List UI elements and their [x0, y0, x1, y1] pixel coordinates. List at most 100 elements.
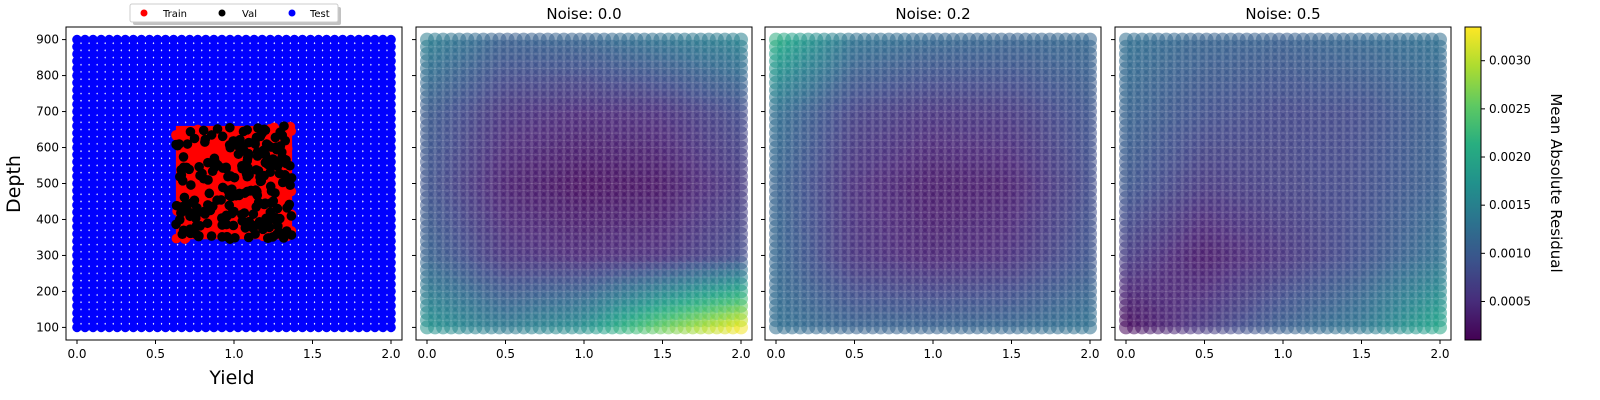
test-point — [225, 92, 235, 102]
test-point — [160, 272, 171, 282]
test-point — [249, 315, 259, 326]
test-point — [144, 236, 155, 246]
test-point — [378, 41, 388, 52]
test-point — [176, 293, 187, 304]
test-point — [386, 92, 396, 102]
test-point — [321, 301, 332, 311]
test-point — [297, 308, 308, 318]
test-point — [128, 236, 139, 246]
test-point — [321, 135, 332, 146]
test-point — [160, 286, 171, 297]
test-point — [80, 92, 90, 102]
test-point — [88, 142, 98, 153]
test-point — [370, 315, 380, 326]
test-point — [345, 41, 356, 52]
test-point — [321, 229, 332, 239]
test-point — [354, 243, 364, 254]
test-point — [104, 106, 114, 117]
test-point — [192, 243, 203, 254]
test-point — [257, 113, 267, 124]
test-point — [160, 236, 171, 246]
test-point — [354, 113, 364, 124]
test-point — [313, 171, 324, 182]
test-point — [136, 149, 147, 160]
test-point — [265, 77, 276, 88]
test-point — [136, 200, 147, 210]
val-point — [221, 219, 232, 230]
test-point — [96, 214, 106, 225]
test-point — [265, 85, 276, 95]
test-point — [80, 171, 90, 182]
test-point — [321, 193, 332, 203]
test-point — [297, 121, 308, 131]
test-point — [72, 56, 82, 66]
test-point — [112, 315, 123, 326]
test-point — [168, 34, 179, 45]
test-point — [136, 272, 147, 282]
test-point — [281, 308, 292, 318]
test-point — [104, 243, 114, 254]
test-point — [337, 171, 348, 182]
test-point — [289, 315, 300, 326]
test-point — [249, 293, 259, 304]
test-point — [313, 293, 324, 304]
test-point — [72, 185, 82, 196]
test-point — [192, 272, 203, 282]
test-point — [378, 200, 388, 210]
test-point — [337, 207, 348, 218]
test-point — [297, 200, 308, 210]
test-point — [144, 200, 155, 210]
test-point — [136, 322, 147, 333]
test-point — [386, 49, 396, 59]
test-point — [378, 85, 388, 95]
test-point — [354, 265, 364, 275]
test-point — [354, 185, 364, 196]
val-point — [260, 157, 271, 168]
test-point — [144, 315, 155, 326]
test-point — [233, 113, 243, 124]
test-point — [386, 272, 396, 282]
test-point — [112, 236, 123, 246]
test-point — [281, 34, 292, 45]
val-point — [195, 221, 205, 231]
test-point — [281, 250, 292, 261]
test-point — [152, 322, 163, 333]
test-point — [112, 164, 123, 174]
test-point — [265, 308, 276, 318]
val-point — [286, 211, 297, 221]
test-point — [362, 221, 372, 232]
test-point — [184, 113, 195, 124]
test-point — [321, 200, 332, 210]
test-point — [217, 77, 227, 88]
test-point — [201, 250, 211, 261]
test-point — [96, 56, 106, 66]
test-point — [128, 308, 139, 318]
y-tick-label: 500 — [36, 177, 59, 191]
test-point — [345, 142, 356, 153]
test-point — [72, 106, 82, 117]
test-point — [305, 157, 316, 167]
test-point — [88, 149, 98, 160]
test-point — [88, 49, 98, 59]
test-point — [337, 157, 348, 167]
test-point — [257, 308, 267, 318]
test-point — [386, 257, 396, 268]
test-point — [192, 286, 203, 297]
test-point — [96, 229, 106, 239]
test-point — [329, 77, 340, 88]
test-point — [209, 77, 219, 88]
test-point — [321, 77, 332, 88]
test-point — [88, 157, 98, 167]
test-point — [176, 49, 187, 59]
test-point — [233, 49, 243, 59]
test-point — [354, 301, 364, 311]
test-point — [337, 229, 348, 239]
test-point — [257, 77, 267, 88]
val-point — [268, 196, 279, 206]
y-tick-label: 800 — [36, 69, 59, 83]
test-point — [386, 142, 396, 153]
test-point — [184, 243, 195, 254]
test-point — [184, 70, 195, 81]
test-point — [281, 257, 292, 268]
test-point — [80, 286, 90, 297]
